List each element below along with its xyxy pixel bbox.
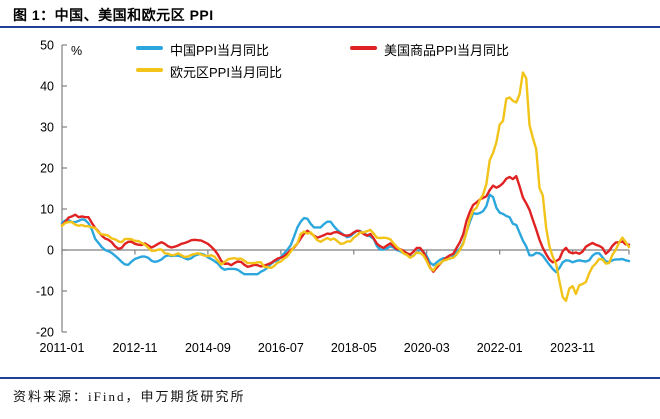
source-note: 资料来源：iFind，申万期货研究所 — [13, 389, 246, 404]
series-line-2 — [60, 71, 631, 302]
x-tick-label: 2020-03 — [404, 341, 450, 355]
legend-label-eurozone: 欧元区PPI当月同比 — [170, 65, 282, 80]
y-tick-label: 30 — [40, 121, 54, 135]
y-tick-label: 20 — [40, 162, 54, 176]
legend-label-us: 美国商品PPI当月同比 — [384, 43, 509, 58]
legend-swatch-us-icon — [350, 46, 377, 50]
x-tick-label: 2011-01 — [40, 341, 85, 355]
legend-swatch-eurozone-icon — [136, 68, 163, 72]
y-tick-label: 40 — [40, 80, 54, 94]
x-tick-label: 2023-11 — [550, 341, 595, 355]
y-tick-label: -10 — [36, 285, 54, 299]
x-tick-label: 2014-09 — [185, 341, 231, 355]
y-tick-label: 50 — [40, 39, 54, 53]
page-title: 图 1：中国、美国和欧元区 PPI — [13, 7, 214, 23]
y-unit-label: % — [71, 44, 82, 58]
y-tick-label: 10 — [40, 203, 54, 217]
title-divider — [0, 26, 660, 28]
y-tick-label: 0 — [47, 244, 54, 258]
legend-swatch-china-icon — [136, 46, 163, 50]
x-tick-label: 2022-01 — [477, 341, 523, 355]
footer-divider — [0, 377, 660, 379]
y-tick-label: -20 — [36, 326, 54, 340]
x-tick-label: 2018-05 — [331, 341, 377, 355]
x-tick-label: 2012-11 — [112, 341, 157, 355]
x-tick-label: 2016-07 — [258, 341, 304, 355]
series-line-1 — [60, 174, 631, 273]
legend-label-china: 中国PPI当月同比 — [170, 43, 269, 58]
